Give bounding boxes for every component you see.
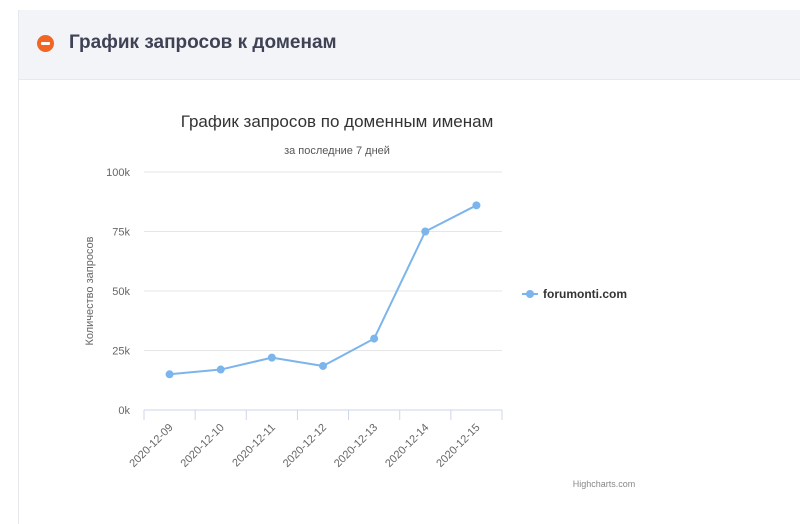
y-tick-label: 50k	[112, 286, 130, 298]
y-axis-title: Количество запросов	[84, 236, 96, 345]
y-tick-label: 75k	[112, 227, 130, 239]
panel-header: График запросов к доменам	[19, 10, 800, 80]
legend-symbol-marker[interactable]	[526, 290, 534, 298]
panel-title: График запросов к доменам	[69, 32, 337, 53]
y-tick-label: 100k	[106, 167, 130, 179]
data-point[interactable]	[472, 201, 481, 210]
x-tick-label: 2020-12-14	[383, 422, 431, 470]
x-tick-label: 2020-12-11	[230, 422, 278, 470]
x-tick-label: 2020-12-15	[434, 422, 482, 470]
x-tick-label: 2020-12-10	[179, 422, 227, 470]
legend-item-label[interactable]: forumonti.com	[543, 287, 627, 301]
y-tick-label: 25k	[112, 346, 130, 358]
data-point[interactable]	[267, 353, 276, 362]
minus-circle-icon[interactable]	[37, 35, 54, 52]
data-point[interactable]	[216, 365, 225, 374]
y-tick-label: 0k	[118, 405, 130, 417]
data-point[interactable]	[370, 334, 379, 343]
series-layer	[165, 201, 481, 379]
x-axis: 2020-12-09 2020-12-10 2020-12-11 2020-12-12…	[127, 410, 503, 470]
x-tick-label: 2020-12-12	[281, 422, 329, 470]
x-tick-label: 2020-12-09	[127, 422, 175, 470]
legend[interactable]: forumonti.com	[522, 287, 627, 301]
x-tick-label: 2020-12-13	[332, 422, 380, 470]
y-axis-ticks: 0k 25k 50k 75k 100k	[106, 167, 130, 417]
credits-link[interactable]: Highcharts.com	[573, 479, 636, 489]
chart-panel: График запросов к доменам	[18, 10, 800, 524]
chart-subtitle: за последние 7 дней	[284, 145, 390, 157]
data-point[interactable]	[421, 227, 430, 236]
grid-lines	[144, 171, 502, 411]
data-point[interactable]	[165, 370, 174, 379]
series-line	[169, 204, 477, 376]
data-point[interactable]	[319, 361, 327, 370]
chart-title: График запросов по доменным именам	[181, 112, 494, 131]
